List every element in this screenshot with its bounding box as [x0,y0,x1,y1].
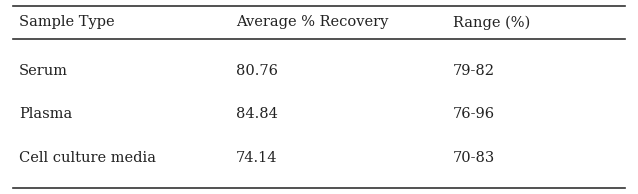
Text: Plasma: Plasma [19,107,72,121]
Text: 76-96: 76-96 [453,107,495,121]
Text: 74.14: 74.14 [236,151,278,165]
Text: 84.84: 84.84 [236,107,278,121]
Text: Average % Recovery: Average % Recovery [236,15,389,29]
Text: Serum: Serum [19,64,68,78]
Text: 70-83: 70-83 [453,151,495,165]
Text: Sample Type: Sample Type [19,15,115,29]
Text: 79-82: 79-82 [453,64,495,78]
Text: Range (%): Range (%) [453,15,530,29]
Text: Cell culture media: Cell culture media [19,151,156,165]
Text: 80.76: 80.76 [236,64,278,78]
